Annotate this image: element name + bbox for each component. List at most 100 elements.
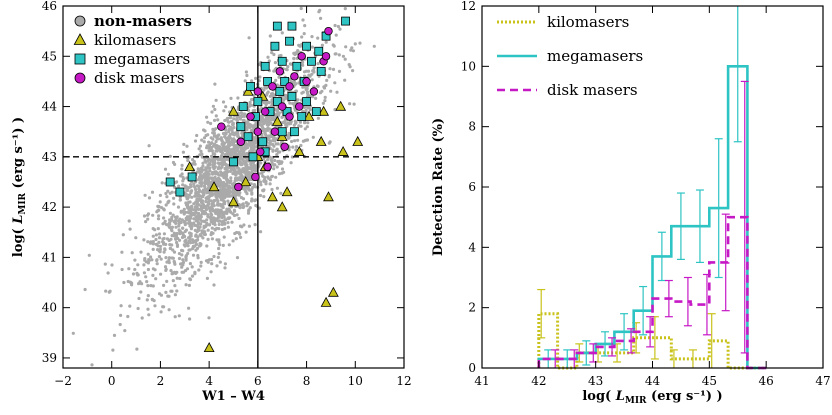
- right-axes-frame: [481, 5, 824, 369]
- disk-maser-point: [278, 102, 287, 111]
- non-maser-point: [221, 243, 225, 247]
- non-maser-point: [333, 23, 337, 28]
- non-maser-point: [243, 153, 247, 157]
- disk-maser-point: [217, 122, 226, 131]
- non-maser-point: [320, 89, 324, 93]
- non-maser-point: [184, 238, 188, 242]
- non-maser-point: [210, 171, 215, 175]
- non-maser-point: [250, 97, 254, 102]
- non-maser-point: [210, 262, 214, 266]
- right-x-tick-label: 41: [474, 374, 489, 388]
- non-maser-point: [207, 161, 212, 165]
- non-maser-point: [207, 206, 211, 210]
- non-maser-point: [331, 67, 336, 71]
- non-maser-point: [197, 184, 201, 188]
- non-maser-point: [183, 223, 187, 227]
- non-maser-point: [188, 248, 192, 252]
- non-maser-point: [306, 121, 310, 125]
- non-maser-point: [146, 267, 150, 272]
- non-maser-point: [232, 117, 236, 121]
- non-maser-point: [163, 219, 167, 223]
- non-maser-point: [167, 238, 171, 243]
- non-maser-point: [306, 93, 310, 97]
- left-x-tick-label: 8: [303, 374, 311, 388]
- non-maser-point: [143, 193, 147, 197]
- non-maser-point: [288, 101, 292, 105]
- non-maser-point: [156, 209, 160, 213]
- non-maser-point: [210, 141, 214, 145]
- non-maser-point: [212, 199, 217, 203]
- non-maser-point: [312, 69, 316, 73]
- non-maser-point: [159, 272, 163, 276]
- legend-label-disk-masers: disk masers: [547, 81, 638, 99]
- non-maser-point: [293, 139, 297, 143]
- non-maser-point: [282, 120, 286, 124]
- megamaser-point: [311, 107, 321, 116]
- non-maser-point: [184, 201, 188, 205]
- kilomaser-point: [276, 130, 288, 141]
- non-maser-point: [260, 124, 264, 129]
- non-maser-point: [220, 163, 225, 167]
- non-maser-point: [244, 189, 248, 194]
- non-maser-point: [324, 40, 328, 44]
- non-maser-point: [218, 243, 222, 247]
- megamaser-point: [165, 177, 175, 187]
- non-maser-point: [212, 134, 216, 138]
- non-maser-point: [316, 62, 320, 66]
- non-maser-point: [185, 144, 189, 148]
- non-maser-point: [167, 308, 171, 312]
- disk-maser-point: [285, 112, 294, 121]
- non-maser-point: [177, 252, 181, 256]
- non-maser-point: [246, 185, 250, 189]
- non-maser-point: [266, 55, 270, 59]
- non-maser-point: [147, 144, 151, 148]
- non-maser-point: [348, 65, 352, 69]
- non-maser-point: [207, 316, 211, 320]
- non-maser-point: [186, 206, 190, 210]
- non-maser-point: [311, 95, 315, 99]
- non-maser-point: [247, 209, 251, 213]
- non-maser-point: [257, 206, 261, 210]
- non-maser-point: [244, 201, 248, 205]
- disk-maser-point: [302, 77, 311, 86]
- non-maser-point: [217, 240, 221, 244]
- non-maser-point: [301, 18, 305, 22]
- non-maser-point: [202, 220, 207, 224]
- non-maser-point: [187, 186, 191, 190]
- non-maser-point: [310, 72, 314, 76]
- non-maser-point: [211, 152, 215, 156]
- non-maser-point: [270, 175, 274, 179]
- non-maser-point: [208, 194, 212, 198]
- megamaser-point: [243, 132, 253, 142]
- non-maser-point: [220, 173, 224, 177]
- non-maser-point: [301, 63, 305, 67]
- non-maser-point: [187, 283, 191, 287]
- left-y-axis-label: log( LMIR (erg s⁻¹) ): [11, 117, 28, 257]
- non-maser-point: [216, 208, 220, 212]
- non-maser-point: [266, 138, 270, 142]
- non-maser-point: [249, 171, 254, 175]
- disk-maser-point: [253, 87, 263, 96]
- non-maser-point: [271, 94, 275, 98]
- non-maser-point: [157, 232, 162, 236]
- non-maser-point: [154, 277, 158, 281]
- kilomaser-point: [293, 145, 305, 156]
- non-maser-point: [197, 197, 201, 201]
- non-maser-point: [228, 194, 232, 198]
- non-maser-point: [273, 158, 277, 163]
- non-maser-point: [311, 135, 315, 139]
- non-maser-point: [271, 148, 275, 152]
- non-maser-point: [205, 180, 209, 184]
- non-maser-point: [372, 44, 376, 48]
- non-maser-point: [170, 272, 174, 276]
- non-maser-point: [203, 159, 207, 163]
- non-maser-point: [195, 238, 199, 242]
- non-maser-point: [142, 238, 146, 242]
- non-maser-point: [332, 44, 336, 48]
- non-maser-point: [237, 231, 241, 235]
- non-maser-point: [235, 213, 239, 217]
- non-maser-point: [200, 170, 204, 174]
- kilomaser-point: [335, 100, 347, 111]
- legend-marker-megamasers: [74, 53, 86, 65]
- non-maser-point: [211, 144, 216, 148]
